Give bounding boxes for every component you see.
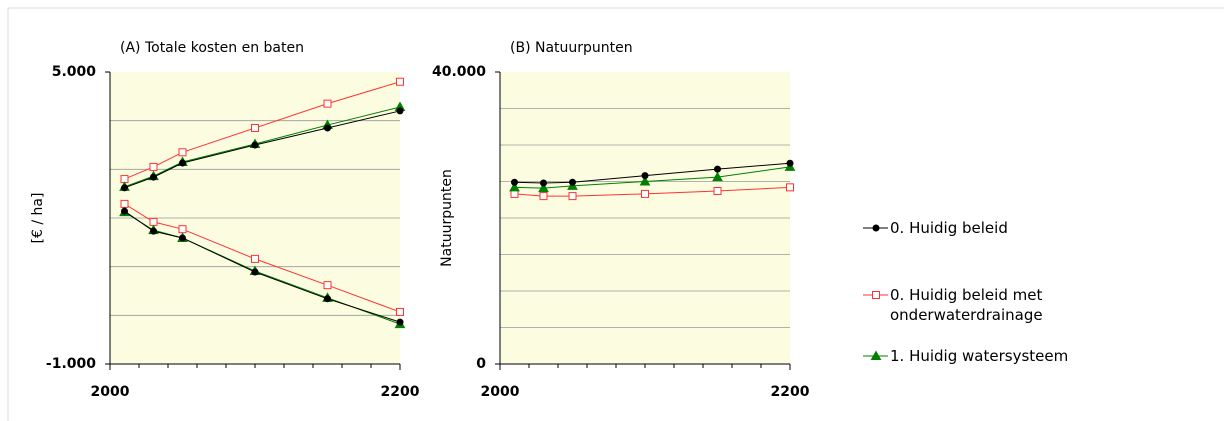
marker	[786, 183, 794, 192]
legend-item: 0. Huidig beleid	[862, 218, 1122, 238]
marker	[872, 224, 880, 232]
marker	[251, 268, 259, 276]
legend-swatch	[863, 350, 888, 360]
marker	[713, 186, 722, 195]
marker	[121, 184, 128, 192]
series-line	[514, 166, 791, 189]
legend-label: 1. Huidig watersysteem	[890, 347, 1069, 365]
marker	[396, 307, 404, 316]
x-tick-label: 2200	[381, 384, 420, 400]
marker	[150, 227, 157, 235]
legend-label: 0. Huidig beleid met onderwaterdrainage	[890, 286, 1043, 324]
marker	[251, 254, 259, 263]
marker	[324, 124, 331, 132]
legend-swatch	[863, 224, 888, 232]
y-tick-label: 40.000	[432, 64, 486, 80]
series-line	[124, 203, 401, 313]
x-tick-label: 2200	[771, 384, 810, 400]
marker	[539, 192, 548, 201]
marker	[714, 165, 721, 173]
marker	[510, 189, 519, 198]
x-tick-label: 2000	[481, 384, 520, 400]
legend-label: 0. Huidig beleid	[890, 219, 1008, 237]
marker	[121, 207, 128, 215]
marker	[149, 162, 158, 171]
marker	[870, 350, 882, 360]
series-line	[124, 106, 401, 188]
marker	[149, 217, 158, 226]
marker	[323, 99, 332, 108]
marker	[786, 159, 794, 167]
marker	[120, 199, 129, 208]
series-line	[514, 162, 791, 184]
marker	[568, 192, 577, 201]
marker	[396, 107, 404, 115]
legend-swatch	[863, 291, 888, 299]
marker	[712, 171, 723, 182]
series-line	[514, 186, 791, 197]
marker	[639, 175, 651, 186]
marker	[569, 178, 576, 186]
marker	[872, 291, 880, 299]
x-tick-label: 2000	[91, 384, 130, 400]
marker	[251, 141, 259, 149]
marker	[323, 281, 332, 290]
marker	[511, 178, 518, 186]
marker	[178, 225, 187, 234]
y-axis-label: Natuurpunten	[439, 169, 455, 267]
y-tick-label: 5.000	[52, 64, 97, 80]
marker	[150, 173, 157, 181]
legend-item: 0. Huidig beleid met onderwaterdrainage	[862, 285, 1122, 325]
marker	[396, 318, 404, 326]
chart-title: (B) Natuurpunten	[510, 40, 633, 56]
marker	[179, 234, 186, 242]
chart-title: (A) Totale kosten en baten	[120, 40, 304, 56]
marker	[178, 148, 187, 157]
marker	[396, 77, 404, 86]
marker	[509, 181, 520, 192]
marker	[251, 123, 259, 132]
series-line	[124, 210, 401, 323]
marker	[538, 182, 549, 193]
marker	[641, 189, 649, 198]
marker	[540, 179, 547, 187]
marker	[641, 172, 649, 180]
marker	[179, 159, 186, 167]
series-line	[124, 81, 401, 180]
y-tick-label: 0	[476, 356, 486, 372]
y-tick-label: -1.000	[46, 356, 96, 372]
y-axis-label: [€ / ha]	[30, 193, 46, 244]
marker	[324, 295, 331, 303]
legend-item: 1. Huidig watersysteem	[862, 346, 1122, 366]
series-line	[124, 110, 401, 189]
frame	[7, 7, 1224, 421]
